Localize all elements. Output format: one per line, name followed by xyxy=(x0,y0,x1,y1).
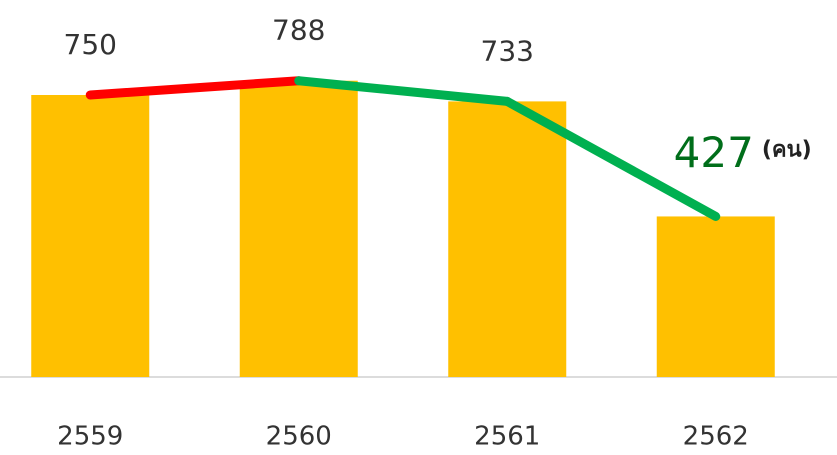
trend-segment xyxy=(85,76,304,100)
bar xyxy=(656,216,775,377)
bar xyxy=(448,101,567,377)
value-label: 750 xyxy=(64,28,117,61)
x-tick-label: 2559 xyxy=(57,422,123,452)
value-label: 427 xyxy=(674,128,754,177)
bar xyxy=(239,80,358,377)
trend-segment xyxy=(502,96,721,221)
value-label: 788 xyxy=(272,14,325,47)
x-tick-label: 2561 xyxy=(474,422,540,452)
value-label: 733 xyxy=(481,34,534,67)
bar xyxy=(31,95,150,377)
trend-segment xyxy=(294,76,512,106)
x-tick-label: 2562 xyxy=(683,422,749,452)
x-tick-label: 2560 xyxy=(266,422,332,452)
unit-annotation: (คน) xyxy=(762,137,812,162)
